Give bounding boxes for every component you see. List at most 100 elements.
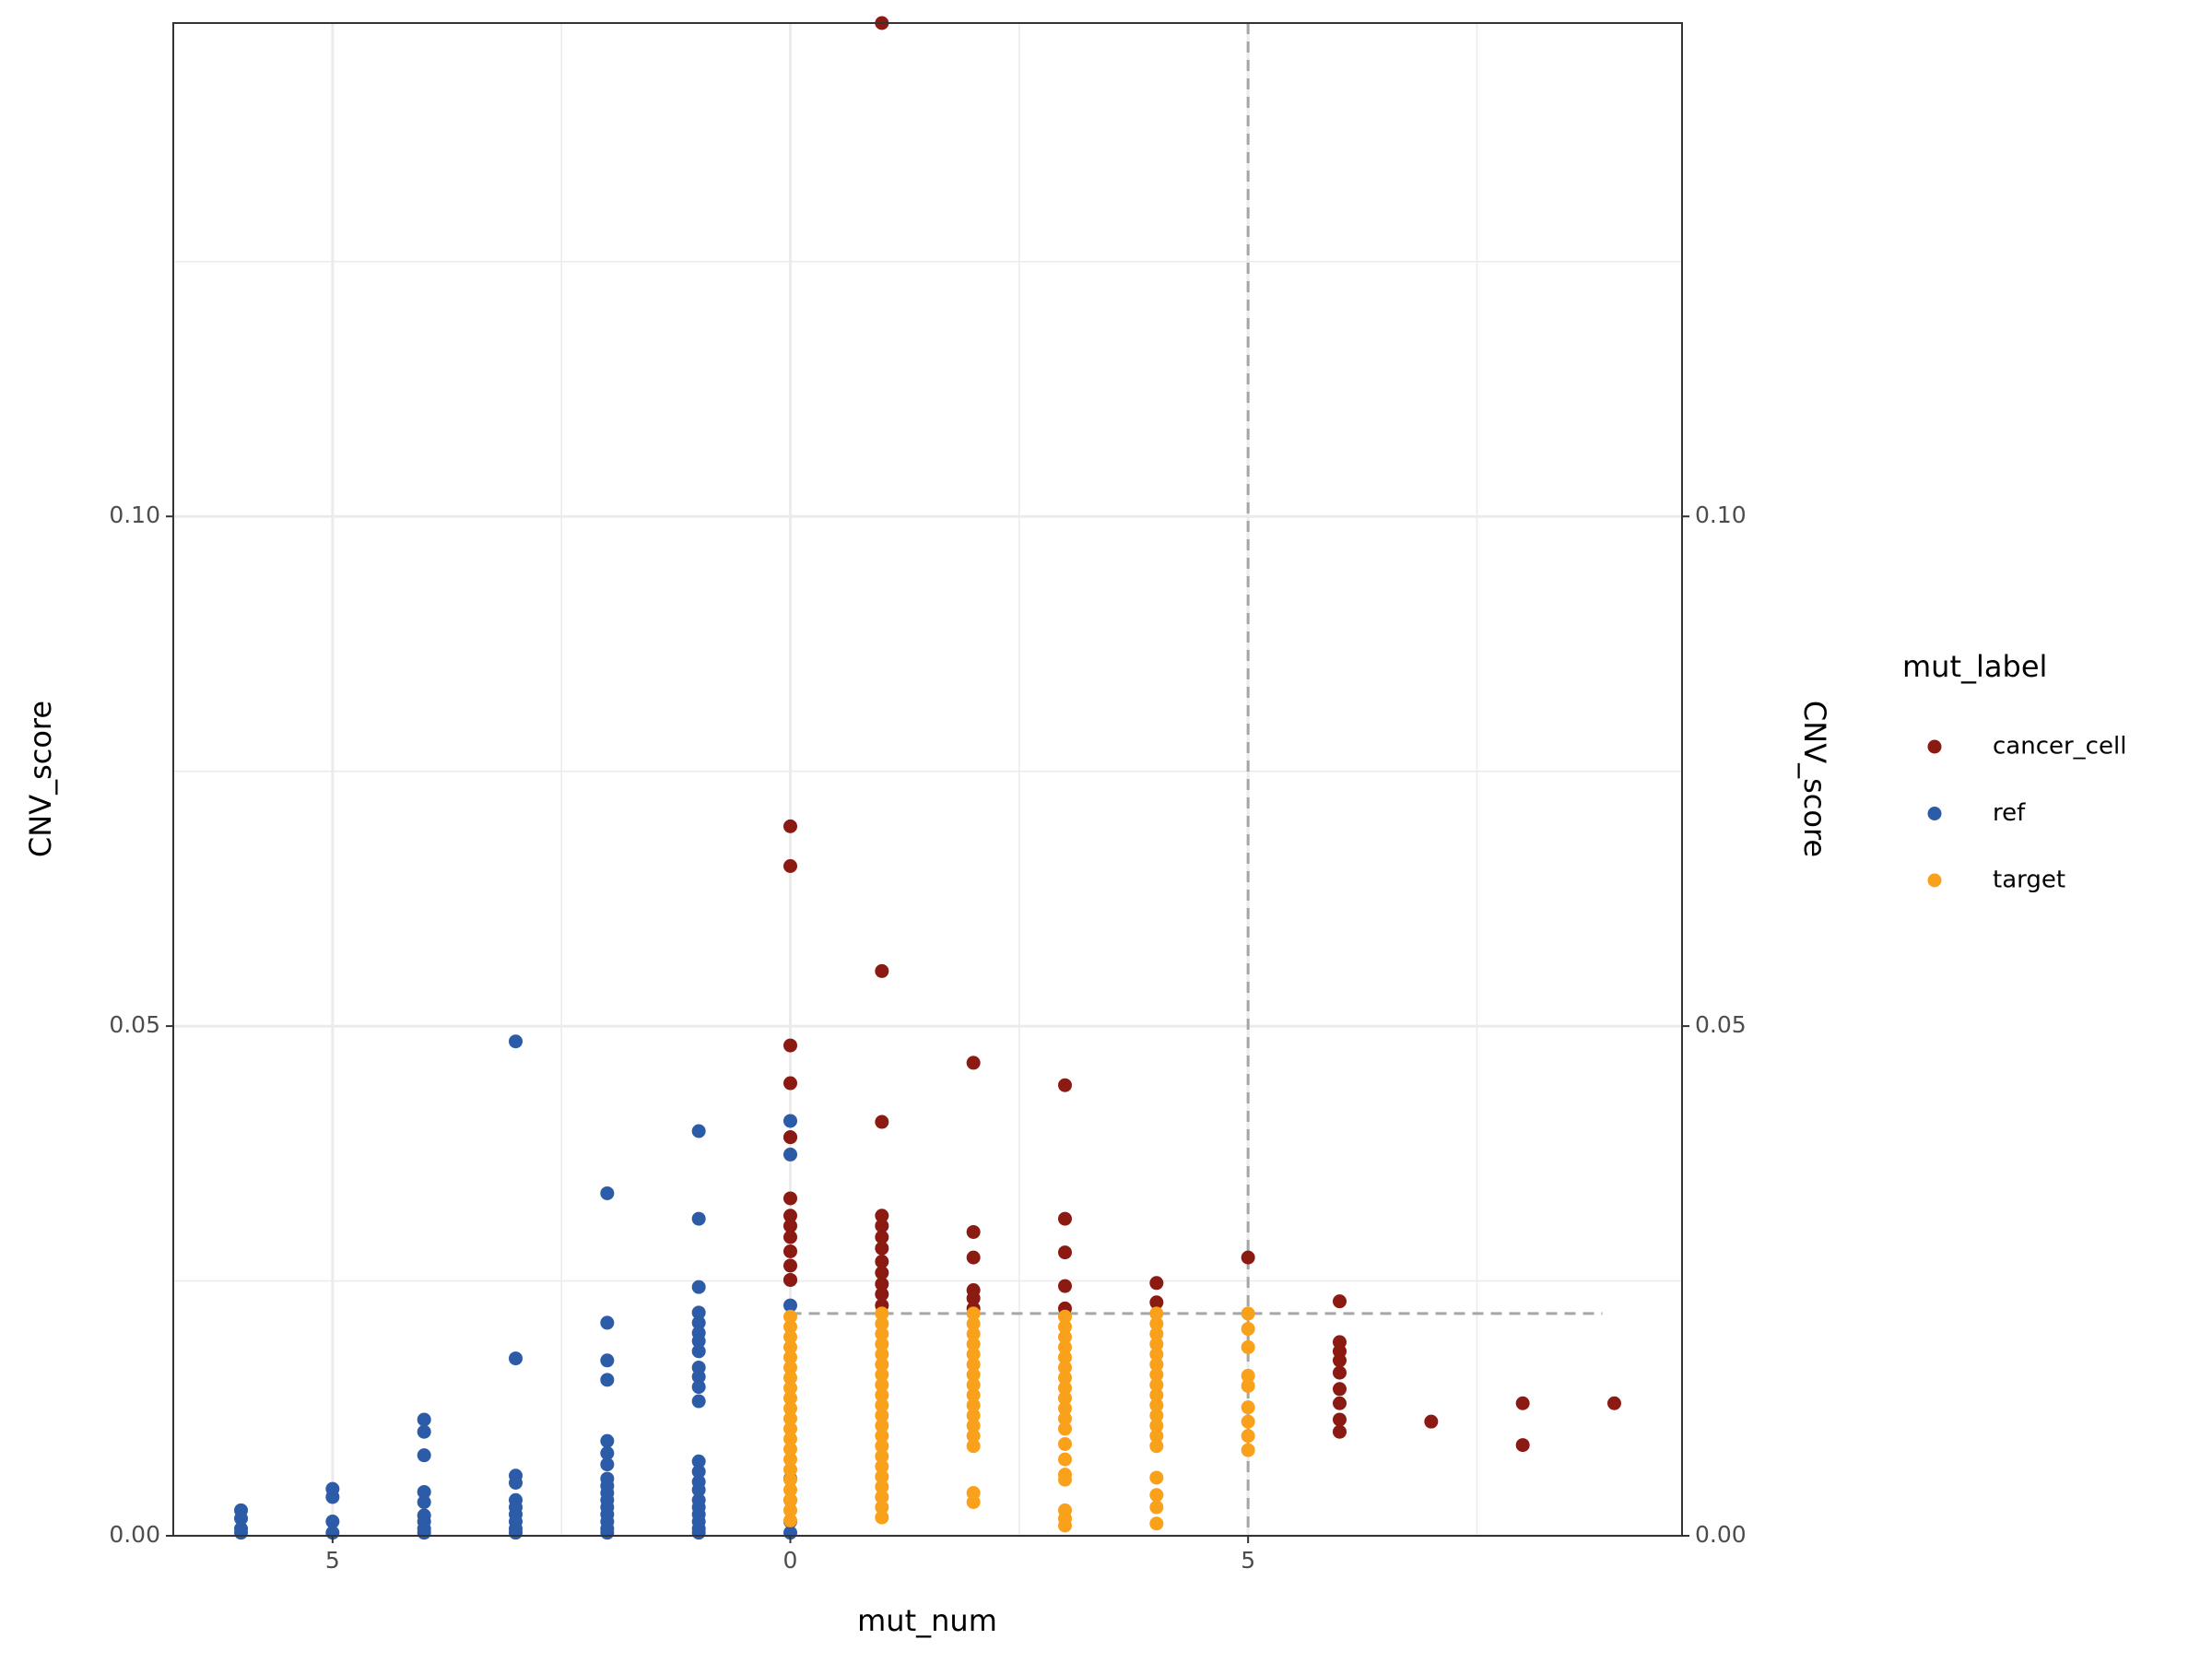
- point: [1149, 1377, 1164, 1392]
- point: [966, 1367, 981, 1382]
- point: [783, 1472, 798, 1487]
- point: [1515, 1438, 1530, 1453]
- point: [600, 1457, 615, 1472]
- point: [783, 858, 798, 873]
- point: [966, 1056, 981, 1070]
- point: [783, 1401, 798, 1416]
- point: [1057, 1411, 1072, 1426]
- point: [1149, 1439, 1164, 1454]
- point: [1332, 1412, 1347, 1427]
- point: [417, 1448, 431, 1463]
- point: [234, 1511, 249, 1526]
- point: [875, 1219, 889, 1233]
- point: [600, 1526, 615, 1540]
- point: [875, 1367, 889, 1382]
- point: [783, 1339, 798, 1354]
- point: [875, 1490, 889, 1504]
- point: [691, 1526, 706, 1540]
- legend-label: target: [1993, 867, 2065, 894]
- point: [966, 1224, 981, 1239]
- point: [783, 1038, 798, 1053]
- point: [783, 1442, 798, 1457]
- panel-border: [172, 22, 1683, 1537]
- point: [691, 1394, 706, 1409]
- point: [1241, 1400, 1255, 1415]
- point: [875, 1409, 889, 1423]
- point: [600, 1433, 615, 1448]
- x-tick-label: 5: [325, 1547, 340, 1574]
- point: [783, 1114, 798, 1128]
- point: [783, 1381, 798, 1396]
- point: [875, 1241, 889, 1256]
- point: [1057, 1339, 1072, 1354]
- point: [783, 1309, 798, 1324]
- point: [875, 1230, 889, 1244]
- legend-swatch: [1927, 873, 1942, 888]
- point: [1149, 1398, 1164, 1412]
- point: [1149, 1409, 1164, 1423]
- point: [783, 1272, 798, 1287]
- point: [875, 1347, 889, 1362]
- point: [1424, 1414, 1439, 1429]
- point: [600, 1353, 615, 1368]
- point: [600, 1315, 615, 1330]
- point: [875, 1357, 889, 1372]
- point: [1241, 1306, 1255, 1321]
- point: [783, 1492, 798, 1507]
- point: [1057, 1436, 1072, 1451]
- point: [1057, 1391, 1072, 1406]
- point: [875, 1255, 889, 1269]
- point: [875, 1449, 889, 1464]
- point: [1241, 1378, 1255, 1393]
- point: [783, 1371, 798, 1386]
- point: [966, 1337, 981, 1351]
- point: [875, 1209, 889, 1223]
- point: [966, 1495, 981, 1510]
- point: [691, 1454, 706, 1468]
- point: [875, 1377, 889, 1392]
- point: [1057, 1078, 1072, 1092]
- point: [1149, 1387, 1164, 1402]
- point: [966, 1327, 981, 1341]
- y2-tick-label: 0.10: [1695, 501, 1747, 528]
- point: [509, 1526, 524, 1540]
- point: [783, 1298, 798, 1313]
- point: [966, 1409, 981, 1423]
- point: [1149, 1316, 1164, 1331]
- point: [1332, 1353, 1347, 1368]
- point: [783, 1350, 798, 1364]
- point: [417, 1424, 431, 1439]
- legend-title: mut_label: [1902, 649, 2047, 684]
- point: [417, 1495, 431, 1510]
- x-tick-label: 5: [1241, 1547, 1255, 1574]
- y-tick-label: 0.05: [109, 1011, 160, 1038]
- point: [691, 1280, 706, 1294]
- x-tick-label: 0: [783, 1547, 798, 1574]
- point: [875, 1387, 889, 1402]
- point: [509, 1034, 524, 1049]
- y-tick-label: 0.10: [109, 501, 160, 528]
- point: [1057, 1211, 1072, 1226]
- point: [966, 1306, 981, 1321]
- point: [509, 1351, 524, 1366]
- legend-swatch: [1927, 807, 1942, 820]
- point: [1332, 1424, 1347, 1439]
- point: [691, 1124, 706, 1138]
- point: [875, 1266, 889, 1280]
- point: [1149, 1419, 1164, 1433]
- point: [783, 1329, 798, 1344]
- y2-tick-label: 0.00: [1695, 1521, 1747, 1548]
- point: [783, 1432, 798, 1446]
- point: [1149, 1306, 1164, 1321]
- point: [325, 1490, 340, 1504]
- point: [875, 1337, 889, 1351]
- point: [600, 1373, 615, 1387]
- point: [1149, 1276, 1164, 1291]
- point: [417, 1484, 431, 1499]
- point: [875, 1429, 889, 1444]
- point: [600, 1185, 615, 1200]
- point: [783, 1462, 798, 1477]
- point: [691, 1305, 706, 1320]
- point: [783, 1130, 798, 1145]
- point: [875, 1316, 889, 1331]
